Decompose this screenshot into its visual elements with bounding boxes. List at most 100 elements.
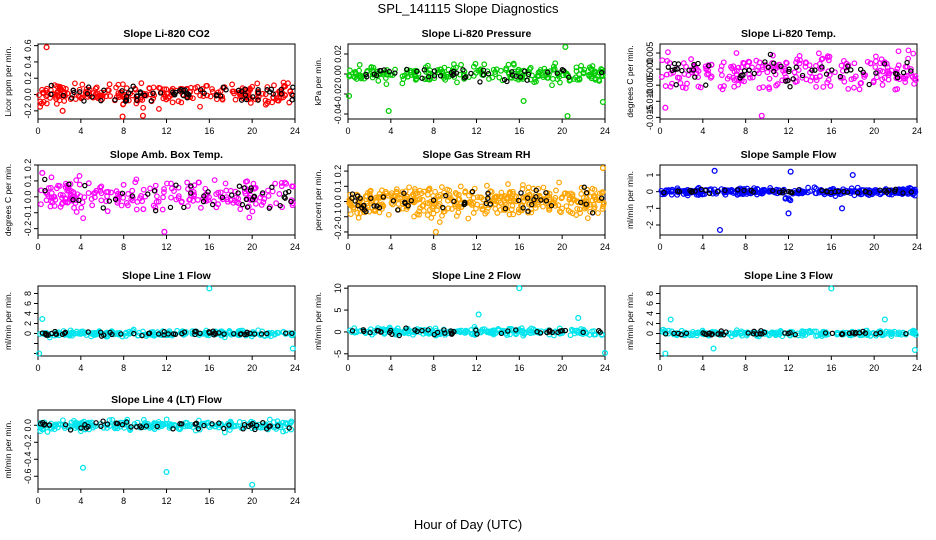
data-point xyxy=(169,99,176,106)
data-point-black xyxy=(502,205,509,212)
data-point xyxy=(406,184,413,191)
data-point xyxy=(546,194,553,200)
data-point-black xyxy=(844,189,851,195)
data-point-black xyxy=(562,327,569,334)
data-point xyxy=(283,427,289,434)
data-point-black xyxy=(266,205,273,211)
data-point-black xyxy=(83,425,90,431)
data-point xyxy=(77,93,83,100)
data-point-black xyxy=(289,330,295,336)
data-point-black xyxy=(157,90,164,96)
data-point xyxy=(213,204,220,211)
data-point-black xyxy=(686,67,692,73)
data-point-black xyxy=(485,195,491,201)
data-point-black xyxy=(259,190,266,196)
data-point xyxy=(209,86,215,92)
data-point xyxy=(43,197,50,204)
data-point xyxy=(428,214,435,221)
data-point-black xyxy=(138,90,144,96)
data-point xyxy=(178,199,185,206)
data-point xyxy=(856,86,863,93)
data-point xyxy=(445,205,452,212)
data-point xyxy=(137,195,143,202)
data-point-black xyxy=(583,190,590,196)
data-point xyxy=(431,75,438,82)
data-point-black xyxy=(881,61,888,67)
data-point xyxy=(132,179,139,186)
data-point-black xyxy=(578,199,584,206)
data-point xyxy=(510,211,517,218)
data-point xyxy=(454,79,460,86)
data-point-black xyxy=(361,328,367,335)
data-point-black xyxy=(109,331,115,338)
data-point-black xyxy=(745,330,751,336)
data-point xyxy=(47,95,53,101)
data-point-black xyxy=(598,195,605,201)
data-point xyxy=(73,177,80,184)
data-point-black xyxy=(277,202,283,209)
data-point xyxy=(525,184,532,191)
y-tick-label: 0.00 xyxy=(333,65,343,83)
outlier-point xyxy=(716,226,724,234)
data-point xyxy=(699,191,706,198)
data-point-black xyxy=(857,330,863,336)
data-point xyxy=(119,81,126,88)
data-point xyxy=(549,82,555,89)
data-point-black xyxy=(378,68,384,74)
data-point xyxy=(892,86,899,93)
data-point-black xyxy=(352,198,358,204)
data-point xyxy=(412,186,418,192)
data-point xyxy=(719,86,726,93)
data-point xyxy=(725,330,732,337)
data-point xyxy=(393,190,400,196)
data-point xyxy=(168,180,174,187)
data-point xyxy=(425,187,432,193)
data-point-black xyxy=(155,331,162,337)
outlier-point xyxy=(163,468,170,476)
data-point xyxy=(665,330,672,337)
data-point xyxy=(574,198,581,205)
data-point-black xyxy=(98,423,104,430)
data-point-black xyxy=(900,69,907,76)
data-point-black xyxy=(598,69,605,76)
data-point xyxy=(879,82,886,88)
data-point xyxy=(432,188,438,195)
y-tick-label: 0.1 xyxy=(23,175,33,188)
data-point-black xyxy=(209,421,215,427)
data-point-black xyxy=(758,328,764,334)
outlier-point xyxy=(564,112,571,120)
data-point xyxy=(587,208,593,215)
data-point xyxy=(451,201,458,208)
data-point xyxy=(583,198,590,205)
data-point-black xyxy=(583,201,589,207)
data-point xyxy=(664,58,671,64)
data-point xyxy=(424,212,431,218)
x-tick-label: 16 xyxy=(204,496,214,506)
data-point xyxy=(69,329,75,336)
data-point xyxy=(529,72,535,79)
data-point-black xyxy=(236,183,243,189)
data-point-black xyxy=(392,70,398,76)
data-point xyxy=(140,104,147,111)
data-point xyxy=(556,208,563,215)
y-tick-label: 2 xyxy=(23,321,33,326)
data-point xyxy=(227,187,234,194)
x-tick-label: 12 xyxy=(161,363,171,373)
data-point-black xyxy=(77,89,83,95)
data-point xyxy=(563,203,570,210)
data-point xyxy=(271,82,277,89)
data-point xyxy=(109,416,116,423)
data-point xyxy=(662,83,669,89)
data-point xyxy=(367,187,374,194)
data-point xyxy=(159,206,166,213)
data-point-black xyxy=(860,69,866,75)
y-tick-label: -0.04 xyxy=(333,104,343,125)
panel-title: Slope Gas Stream RH xyxy=(423,149,531,161)
data-point-black xyxy=(863,188,869,195)
data-point-black xyxy=(692,188,698,194)
data-point-black xyxy=(178,421,185,427)
data-point-black xyxy=(799,72,806,79)
data-point xyxy=(506,211,513,218)
data-point-black xyxy=(430,197,437,203)
data-point-black xyxy=(780,187,786,194)
